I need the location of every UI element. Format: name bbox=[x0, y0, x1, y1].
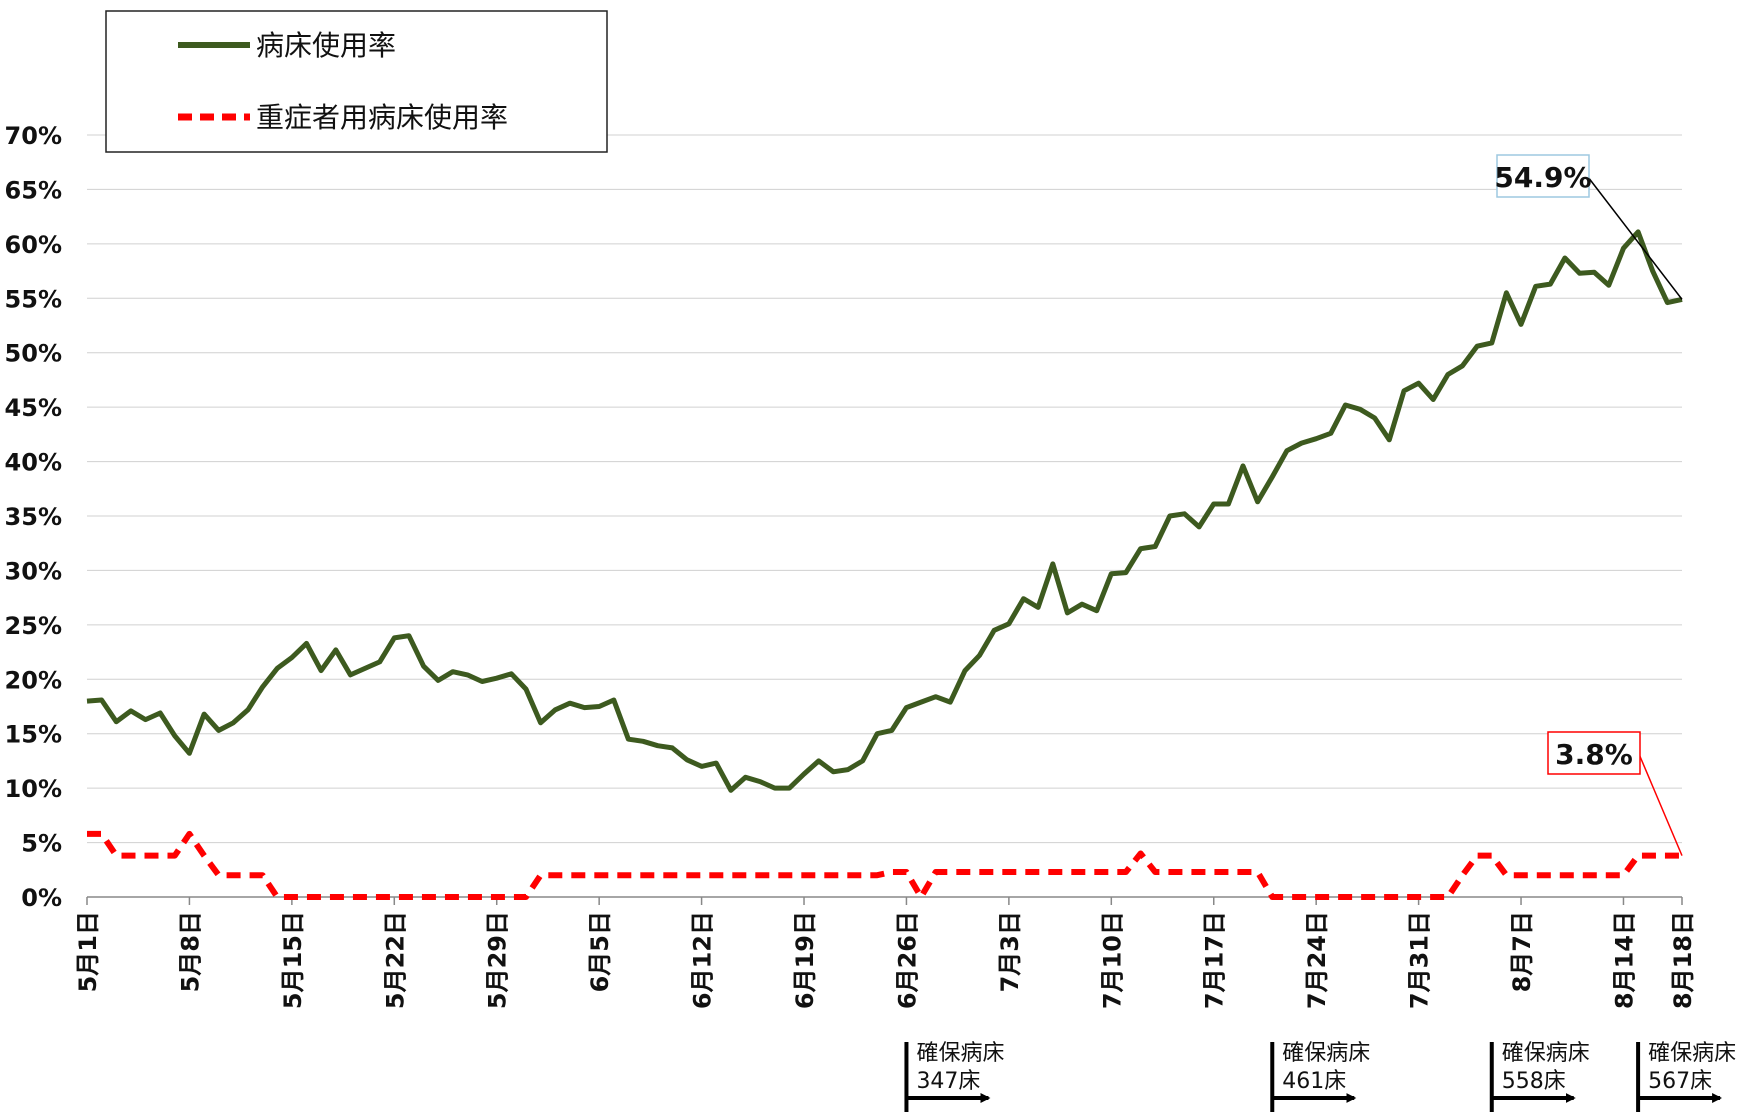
x-tick-label: 5月29日 bbox=[484, 911, 512, 1009]
legend-label: 病床使用率 bbox=[256, 29, 396, 62]
y-tick-label: 5% bbox=[21, 830, 62, 858]
data-line bbox=[87, 830, 1682, 900]
y-tick-label: 50% bbox=[5, 340, 62, 368]
annotation-leader bbox=[1587, 176, 1683, 300]
note-label: 確保病床 bbox=[916, 1041, 1004, 1066]
x-tick-label: 8月14日 bbox=[1610, 911, 1638, 1009]
y-tick-label: 35% bbox=[5, 503, 62, 531]
x-tick-label: 5月1日 bbox=[74, 911, 102, 992]
x-tick-label: 7月10日 bbox=[1098, 911, 1126, 1009]
annotation-box bbox=[1547, 731, 1641, 775]
x-tick-label: 6月26日 bbox=[893, 911, 921, 1009]
note-label: 確保病床 bbox=[1648, 1041, 1736, 1066]
y-tick-label: 65% bbox=[5, 176, 62, 204]
y-tick-label: 0% bbox=[21, 884, 62, 912]
y-tick-label: 45% bbox=[5, 394, 62, 422]
x-tick-label: 5月15日 bbox=[279, 911, 307, 1009]
y-tick-label: 20% bbox=[5, 666, 62, 694]
x-tick-label: 8月18日 bbox=[1669, 911, 1697, 1009]
x-tick-label: 5月22日 bbox=[381, 911, 409, 1009]
y-tick-label: 40% bbox=[5, 449, 62, 477]
data-line bbox=[86, 229, 1683, 793]
y-tick-label: 60% bbox=[5, 231, 62, 259]
legend-label: 重症者用病床使用率 bbox=[256, 101, 508, 134]
x-tick-label: 7月3日 bbox=[996, 911, 1024, 992]
x-tick-label: 8月7日 bbox=[1508, 911, 1536, 992]
y-tick-label: 10% bbox=[5, 775, 62, 803]
x-tick-label: 7月24日 bbox=[1303, 911, 1331, 1009]
x-tick-label: 7月17日 bbox=[1201, 911, 1229, 1009]
x-tick-label: 5月8日 bbox=[176, 911, 204, 992]
y-tick-label: 25% bbox=[5, 612, 62, 640]
y-tick-label: 55% bbox=[5, 285, 62, 313]
x-tick-label: 6月5日 bbox=[586, 911, 614, 992]
annotation-label: 3.8% bbox=[1555, 738, 1633, 771]
x-tick-label: 7月31日 bbox=[1406, 911, 1434, 1009]
note-label: 確保病床 bbox=[1282, 1041, 1370, 1066]
note-label: 確保病床 bbox=[1502, 1041, 1590, 1066]
annotation-label: 54.9% bbox=[1494, 161, 1591, 194]
annotation-box bbox=[1496, 154, 1590, 198]
note-beds: 558床 bbox=[1502, 1069, 1566, 1094]
note-beds: 461床 bbox=[1282, 1069, 1346, 1094]
note-beds: 567床 bbox=[1648, 1069, 1712, 1094]
x-tick-label: 6月19日 bbox=[791, 911, 819, 1009]
legend-box bbox=[105, 10, 608, 153]
x-tick-label: 6月12日 bbox=[689, 911, 717, 1009]
y-tick-label: 30% bbox=[5, 557, 62, 585]
note-beds: 347床 bbox=[916, 1069, 980, 1094]
y-tick-label: 70% bbox=[5, 122, 62, 150]
annotation-leader bbox=[1638, 753, 1683, 856]
y-tick-label: 15% bbox=[5, 721, 62, 749]
